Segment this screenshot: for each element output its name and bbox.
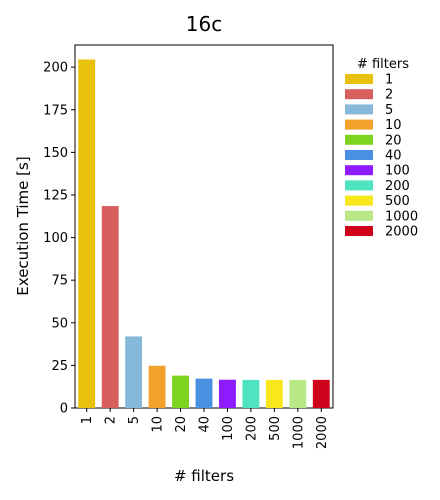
y-tick-label: 25 [51, 359, 68, 374]
bar-2000 [312, 379, 330, 408]
legend-label-200: 200 [385, 179, 410, 194]
y-tick-label: 100 [43, 231, 68, 246]
x-tick-label: 200 [244, 416, 259, 441]
legend-swatch-1000 [345, 210, 373, 221]
legend-title: # filters [357, 57, 409, 72]
legend-swatch-40 [345, 150, 373, 160]
x-tick-label: 500 [268, 416, 283, 441]
x-tick-label: 10 [151, 416, 166, 433]
x-tick-label: 2000 [315, 416, 330, 449]
bar-200 [242, 379, 260, 408]
bar-20 [172, 375, 189, 408]
y-tick-label: 175 [43, 103, 68, 118]
legend-swatch-500 [345, 195, 373, 206]
legend-swatch-1 [345, 74, 373, 84]
legend-label-2000: 2000 [385, 225, 418, 240]
x-tick-label: 1 [80, 416, 95, 424]
bar-40 [195, 378, 213, 408]
legend-swatch-200 [345, 180, 373, 191]
legend-swatch-2 [345, 89, 373, 100]
legend-label-20: 20 [385, 133, 402, 148]
y-tick-label: 50 [51, 316, 68, 331]
legend-label-1: 1 [385, 73, 393, 88]
legend-label-100: 100 [385, 164, 410, 179]
legend-swatch-10 [345, 119, 373, 130]
legend-swatch-5 [345, 104, 373, 115]
x-tick-label: 100 [221, 416, 236, 441]
x-tick-label: 2 [104, 416, 119, 424]
legend-label-1000: 1000 [385, 209, 418, 224]
y-tick-label: 75 [51, 274, 68, 289]
legend-label-2: 2 [385, 88, 393, 103]
legend-swatch-2000 [345, 226, 373, 236]
y-tick-label: 0 [60, 402, 68, 417]
y-axis-label: Execution Time [s] [14, 156, 32, 295]
bar-500 [265, 379, 283, 408]
legend-swatch-100 [345, 165, 373, 176]
y-axis: 0 25 50 75 100 125 150 175 200 [43, 61, 75, 417]
legend-label-10: 10 [385, 118, 402, 133]
legend-label-500: 500 [385, 194, 410, 209]
x-axis: 1 2 5 10 20 40 100 200 500 1000 2000 [80, 408, 330, 449]
x-axis-label: # filters [174, 467, 234, 485]
legend-label-5: 5 [385, 103, 393, 118]
legend-label-40: 40 [385, 149, 402, 164]
bar-100 [219, 379, 236, 408]
x-tick-label: 1000 [291, 416, 306, 449]
x-tick-label: 40 [198, 416, 213, 433]
bar-1000 [289, 379, 307, 408]
x-tick-label: 5 [127, 416, 142, 424]
chart-title: 16c [186, 12, 222, 36]
bar-5 [125, 336, 143, 408]
y-tick-label: 125 [43, 188, 68, 203]
y-tick-label: 150 [43, 146, 68, 161]
y-tick-label: 200 [43, 61, 68, 76]
bars [78, 59, 330, 409]
bar-10 [148, 365, 166, 408]
bar-1 [78, 59, 96, 409]
x-tick-label: 20 [174, 416, 189, 433]
bar-2 [101, 206, 119, 408]
legend-swatch-20 [345, 134, 373, 145]
